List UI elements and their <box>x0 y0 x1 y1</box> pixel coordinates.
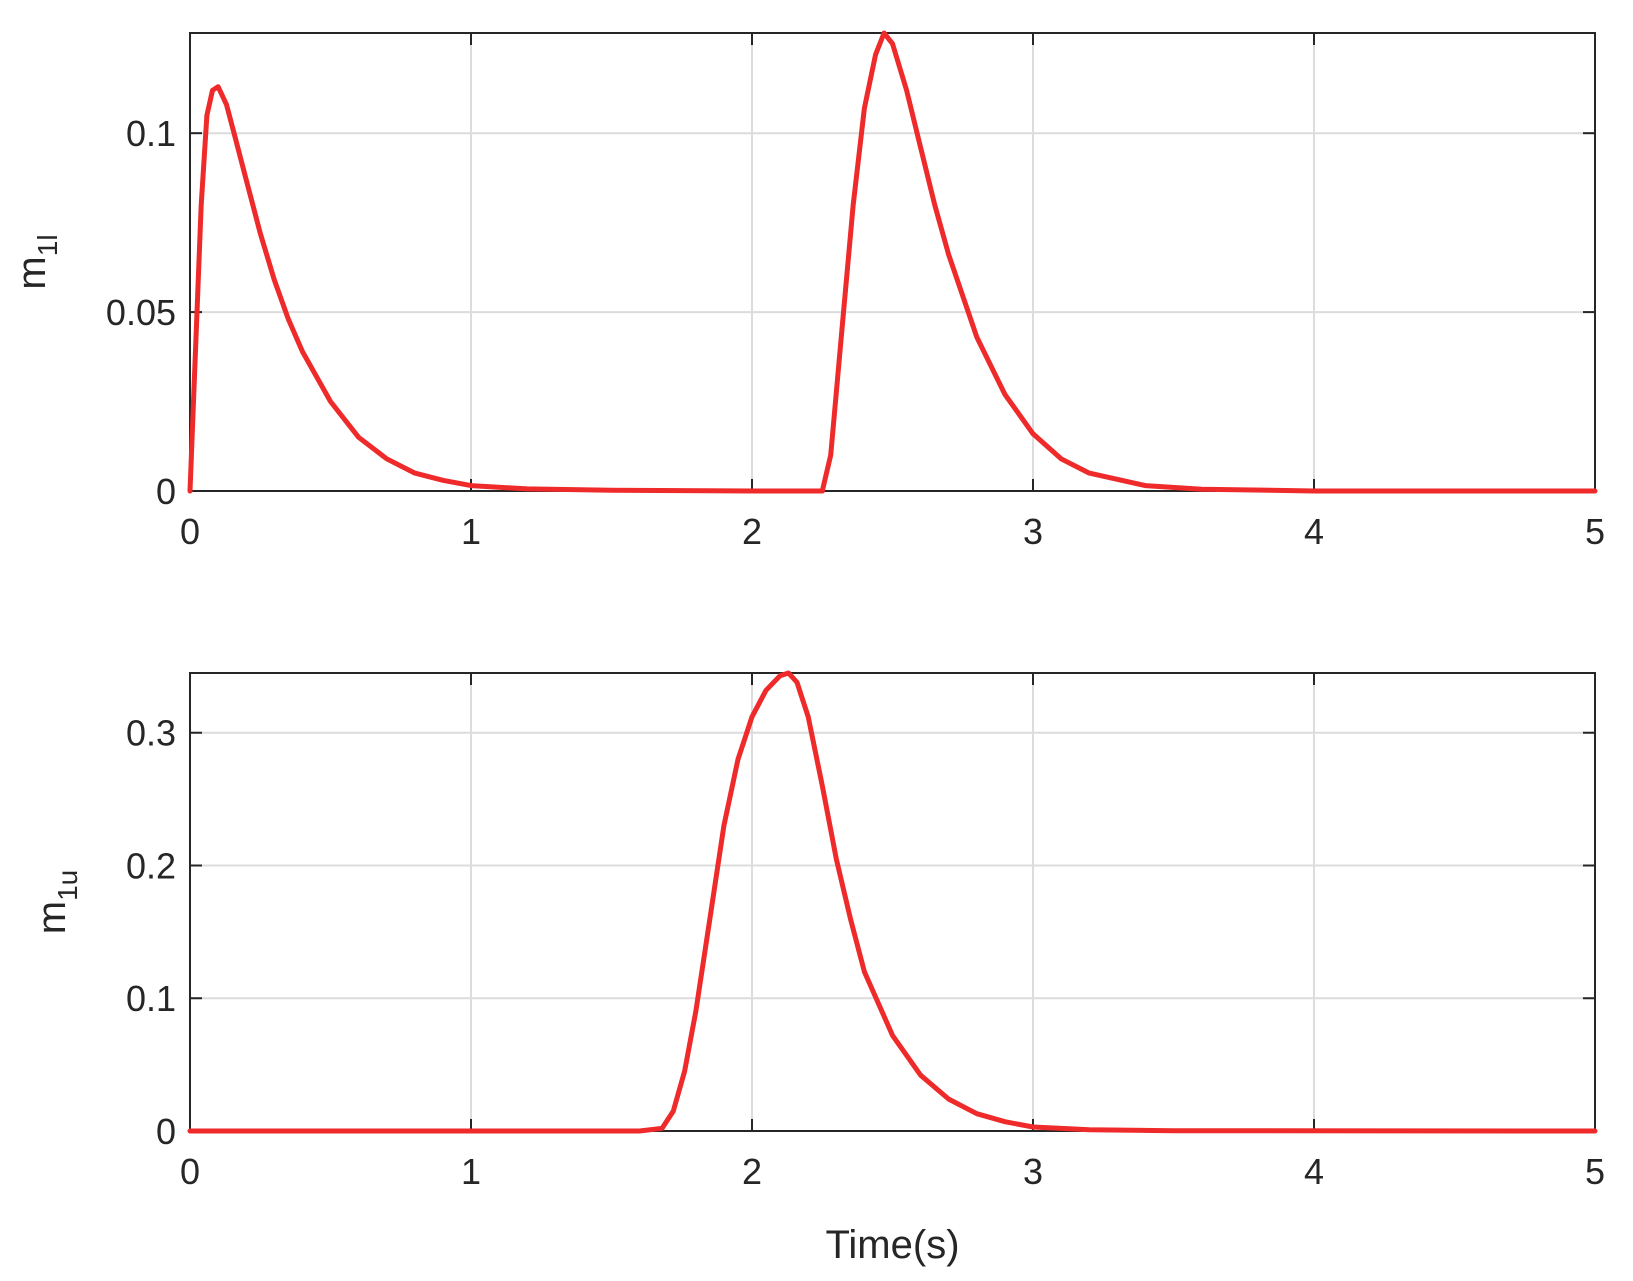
x-axis-label: Time(s) <box>825 1223 959 1267</box>
x-tick-label: 3 <box>1023 1151 1043 1192</box>
series-line <box>187 30 1598 494</box>
y-tick-labels: 0 0.05 0.1 <box>106 113 176 512</box>
plot-frame <box>189 672 1596 1132</box>
y-tick-label: 0 <box>156 471 176 512</box>
y-axis-label: m1u <box>30 870 83 934</box>
x-tick-label: 5 <box>1585 1151 1605 1192</box>
x-tick-label: 4 <box>1304 511 1324 552</box>
y-tick-label: 0.1 <box>126 978 176 1019</box>
y-axis-label-main: m <box>10 256 54 289</box>
x-tick-label: 0 <box>180 1151 200 1192</box>
y-axis-label-subscript: 1l <box>32 234 63 256</box>
y-axis-label-main: m <box>30 901 74 934</box>
series-lines <box>187 670 1598 1134</box>
series-line <box>187 670 1598 1134</box>
y-tick-label: 0.1 <box>126 113 176 154</box>
x-tick-labels: 0 1 2 3 4 5 <box>180 1151 1605 1192</box>
x-tick-label: 2 <box>742 1151 762 1192</box>
series-lines <box>187 30 1598 494</box>
y-tick-label: 0.3 <box>126 713 176 754</box>
plot-frame <box>189 32 1596 492</box>
x-tick-labels: 0 1 2 3 4 5 <box>180 511 1605 552</box>
x-tick-label: 4 <box>1304 1151 1324 1192</box>
x-tick-label: 5 <box>1585 511 1605 552</box>
x-tick-label: 1 <box>461 511 481 552</box>
y-tick-label: 0 <box>156 1111 176 1152</box>
subplot-m1u: 0 1 2 3 4 5 0 0.1 0.2 0.3 m1u Time(s) <box>30 670 1605 1267</box>
subplot-m1l: 0 1 2 3 4 5 0 0.05 0.1 m1l <box>10 30 1605 552</box>
x-tick-label: 1 <box>461 1151 481 1192</box>
x-tick-label: 3 <box>1023 511 1043 552</box>
x-tick-label: 2 <box>742 511 762 552</box>
x-tick-label: 0 <box>180 511 200 552</box>
y-tick-label: 0.2 <box>126 845 176 886</box>
y-axis-label-subscript: 1u <box>52 870 83 901</box>
y-axis-label: m1l <box>10 234 63 289</box>
y-tick-labels: 0 0.1 0.2 0.3 <box>126 713 176 1152</box>
y-tick-label: 0.05 <box>106 292 176 333</box>
